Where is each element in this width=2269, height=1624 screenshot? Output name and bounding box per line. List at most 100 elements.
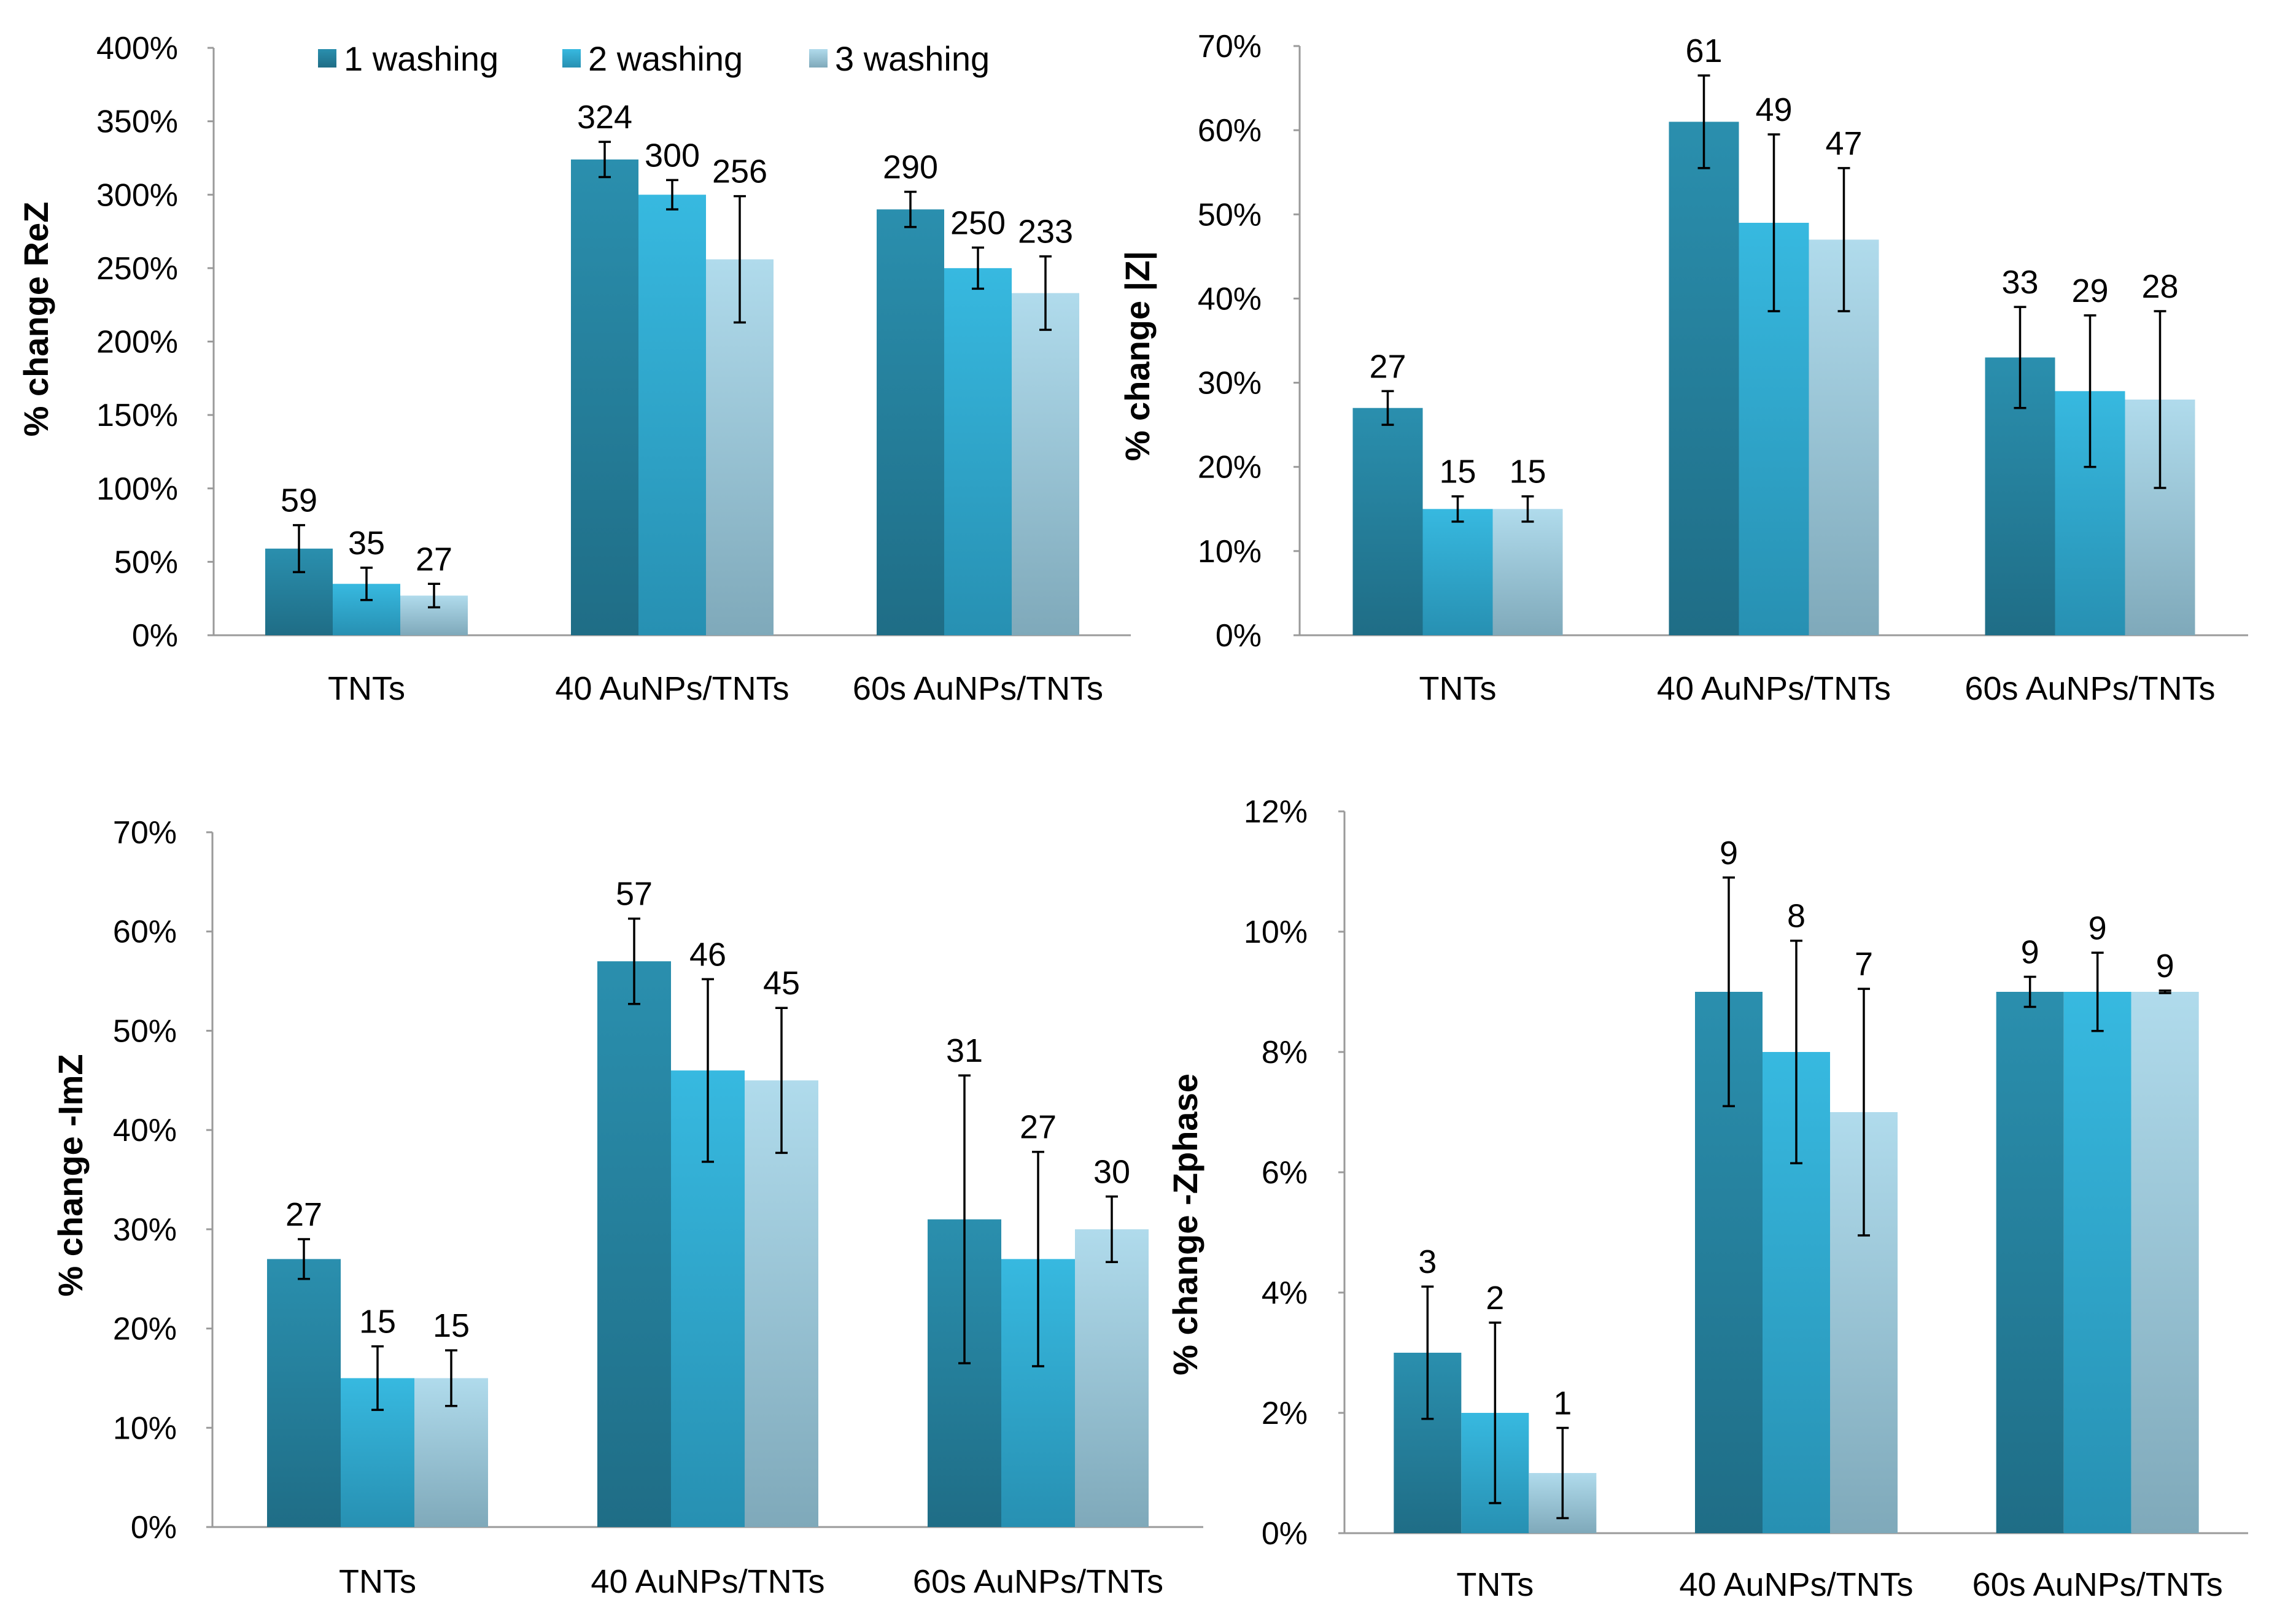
y-tick-label: 4%	[1262, 1275, 1308, 1311]
data-label: 7	[1855, 946, 1873, 983]
bar-1-washing-tnts	[1352, 408, 1423, 635]
legend-label-1-washing: 1 washing	[344, 39, 498, 78]
y-tick-label: 40%	[113, 1113, 177, 1148]
data-label: 9	[2089, 910, 2107, 946]
bar-3-washing-60s-aunps-tnts	[1012, 293, 1079, 635]
data-label: 27	[1020, 1109, 1057, 1146]
y-tick-label: 10%	[1244, 914, 1308, 950]
data-label: 29	[2071, 273, 2108, 309]
data-label: 15	[1509, 454, 1546, 490]
bar-1-washing-40-aunps-tnts	[571, 159, 638, 636]
category-label: 40 AuNPs/TNTs	[555, 670, 789, 707]
data-label: 256	[712, 153, 767, 190]
category-label: 60s AuNPs/TNTs	[1965, 670, 2215, 707]
y-tick-label: 40%	[1198, 281, 1262, 317]
bar-2-washing-40-aunps-tnts	[638, 195, 706, 635]
y-axis-title: % change -Zphase	[1166, 1073, 1204, 1375]
y-tick-label: 250%	[96, 251, 178, 287]
data-label: 250	[950, 204, 1006, 241]
bar-2-washing-tnts	[1422, 509, 1493, 635]
data-label: 2	[1486, 1280, 1504, 1317]
y-tick-label: 300%	[96, 177, 178, 213]
legend-label-3-washing: 3 washing	[835, 39, 990, 78]
y-tick-label: 30%	[1198, 366, 1262, 401]
category-label: TNTs	[328, 670, 405, 707]
legend: 1 washing 2 washing 3 washing	[318, 39, 990, 78]
legend-swatch-3-washing	[809, 49, 828, 68]
data-label: 61	[1685, 33, 1722, 69]
y-tick-label: 50%	[113, 1013, 177, 1049]
y-tick-label: 2%	[1262, 1396, 1308, 1431]
category-label: 40 AuNPs/TNTs	[1657, 670, 1891, 707]
chart-marks: 0% 10% 20% 30% 40% 50% 60% 70% 27 15 15 TNTs 61 49 47 4…	[1198, 29, 2248, 707]
data-label: 1	[1553, 1385, 1572, 1422]
y-tick-label: 60%	[1198, 113, 1262, 149]
category-label: TNTs	[1456, 1566, 1534, 1603]
y-tick-label: 0%	[131, 1510, 177, 1545]
legend-swatch-2-washing	[562, 49, 581, 68]
data-label: 233	[1018, 214, 1073, 250]
chart-zphase: % change -Zphase 0% 2% 4% 6% 8% 10% 12% 3 2 1 TNTs…	[1166, 794, 2248, 1603]
bar-2-washing-60s-aunps-tnts	[2063, 992, 2131, 1533]
category-label: 60s AuNPs/TNTs	[853, 670, 1103, 707]
category-label: 60s AuNPs/TNTs	[1972, 1566, 2223, 1603]
y-tick-label: 50%	[1198, 197, 1262, 233]
data-label: 9	[2021, 934, 2039, 971]
y-tick-label: 50%	[114, 544, 178, 580]
data-label: 3	[1418, 1243, 1437, 1280]
y-axis-title: % change ReZ	[17, 202, 55, 437]
chart-marks: 0% 2% 4% 6% 8% 10% 12% 3 2 1 TNTs 9 8 7 40 AuNPs/TNTs 9…	[1244, 794, 2248, 1603]
data-label: 31	[946, 1032, 983, 1069]
category-label: 40 AuNPs/TNTs	[1679, 1566, 1913, 1603]
chart-marks: 0% 10% 20% 30% 40% 50% 60% 70% 27 15 15 TNTs 57 46 45 4…	[113, 815, 1203, 1600]
chart-marks: 0% 50% 100% 150% 200% 250% 300% 350% 400% 59 35 27 T…	[96, 31, 1131, 707]
chart-abs-z: % change |Z| 0% 10% 20% 30% 40% 50% 60% 70% 27 15…	[1118, 29, 2248, 707]
data-label: 46	[689, 936, 726, 973]
bar-1-washing-40-aunps-tnts	[1669, 122, 1739, 635]
data-label: 27	[416, 541, 452, 578]
bar-1-washing-tnts	[267, 1259, 341, 1527]
bar-3-washing-tnts	[1492, 509, 1563, 635]
category-label: TNTs	[339, 1563, 416, 1600]
data-label: 324	[577, 99, 632, 136]
y-tick-label: 150%	[96, 398, 178, 433]
y-tick-label: 0%	[1216, 618, 1262, 654]
bar-3-washing-60s-aunps-tnts	[1075, 1229, 1149, 1527]
data-label: 47	[1825, 125, 1862, 162]
data-label: 28	[2141, 268, 2178, 305]
data-label: 9	[2156, 948, 2174, 984]
y-tick-label: 10%	[1198, 534, 1262, 570]
y-tick-label: 70%	[113, 815, 177, 851]
data-label: 27	[285, 1196, 322, 1233]
y-tick-label: 100%	[96, 471, 178, 507]
data-label: 15	[359, 1304, 396, 1340]
bar-1-washing-60s-aunps-tnts	[877, 209, 944, 635]
y-axis-title: % change -ImZ	[51, 1054, 90, 1296]
bar-3-washing-40-aunps-tnts	[745, 1080, 818, 1527]
data-label: 59	[281, 482, 317, 519]
y-tick-label: 350%	[96, 104, 178, 140]
data-label: 300	[645, 137, 700, 174]
legend-swatch-1-washing	[318, 49, 336, 68]
data-label: 27	[1369, 348, 1406, 385]
category-label: 40 AuNPs/TNTs	[591, 1563, 824, 1600]
data-label: 15	[1439, 454, 1476, 490]
y-tick-label: 30%	[113, 1212, 177, 1248]
bar-1-washing-60s-aunps-tnts	[1996, 992, 2064, 1533]
bar-3-washing-60s-aunps-tnts	[2131, 992, 2199, 1533]
data-label: 45	[763, 965, 800, 1002]
y-tick-label: 0%	[132, 618, 178, 654]
y-tick-label: 400%	[96, 31, 178, 66]
data-label: 290	[883, 149, 938, 185]
y-tick-label: 0%	[1262, 1516, 1308, 1552]
data-label: 49	[1755, 91, 1792, 128]
y-axis-title: % change |Z|	[1118, 251, 1157, 462]
y-tick-label: 8%	[1262, 1035, 1308, 1070]
chart-rez: % change ReZ 0% 50% 100% 150% 200% 250% 300% 35…	[17, 31, 1131, 707]
chart-imz: % change -ImZ 0% 10% 20% 30% 40% 50% 60% 70% 27 1…	[51, 815, 1203, 1600]
data-label: 35	[348, 525, 385, 562]
data-label: 57	[616, 876, 653, 913]
y-tick-label: 20%	[1198, 450, 1262, 485]
y-tick-label: 20%	[113, 1312, 177, 1347]
